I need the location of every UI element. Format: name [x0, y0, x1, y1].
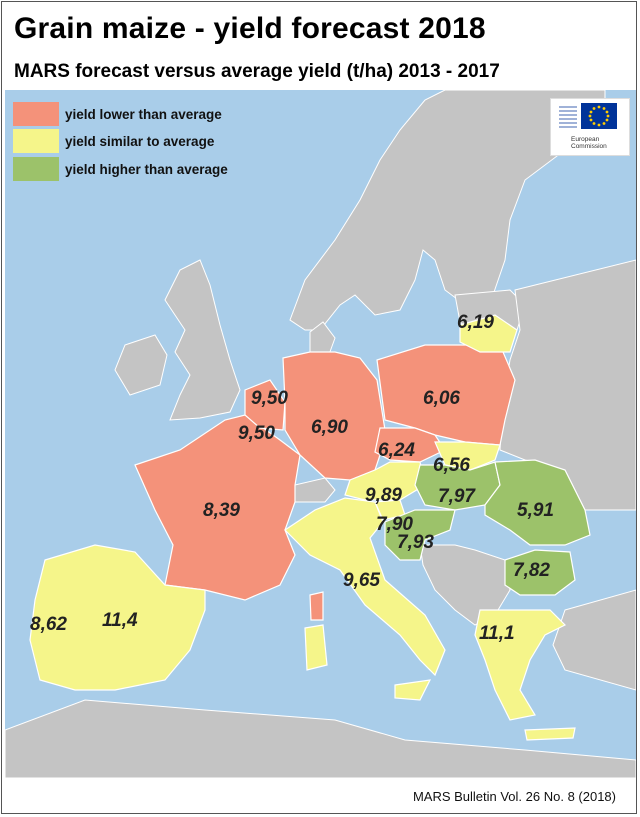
yield-spain: 11,4: [102, 610, 138, 631]
yield-belgium: 9,50: [238, 423, 275, 444]
north-africa: [5, 699, 636, 778]
turkey: [552, 589, 636, 691]
yield-slovakia: 6,56: [433, 455, 470, 476]
lithuania: [459, 314, 518, 353]
switzerland: [294, 477, 336, 503]
ireland: [114, 334, 168, 396]
yield-portugal: 8,62: [30, 614, 67, 635]
yield-greece: 11,1: [479, 623, 515, 644]
legend-item-similar: yield similar to average: [13, 129, 214, 153]
bulgaria: [504, 549, 576, 596]
romania: [484, 459, 591, 546]
europe-map: yield lower than average yield similar t…: [5, 90, 636, 778]
legend-swatch-higher: [13, 157, 59, 181]
yield-france: 8,39: [203, 500, 240, 521]
map-title: Grain maize - yield forecast 2018: [14, 12, 486, 45]
map-subtitle: MARS forecast versus average yield (t/ha…: [14, 61, 500, 82]
yield-germany: 6,90: [311, 417, 348, 438]
italy: [284, 497, 446, 677]
legend-label-lower: yield lower than average: [65, 106, 222, 122]
yield-croatia: 7,93: [397, 532, 434, 553]
eu-flag-icon: [559, 103, 617, 129]
yield-hungary: 7,97: [438, 486, 475, 507]
yield-czechia: 6,24: [378, 440, 415, 461]
source-footer: MARS Bulletin Vol. 26 No. 8 (2018): [412, 789, 616, 804]
ec-logo-text: European Commission: [571, 136, 607, 150]
yield-romania: 5,91: [517, 500, 554, 521]
legend-swatch-similar: [13, 129, 59, 153]
corsica: [309, 591, 324, 621]
czechia: [374, 427, 446, 463]
legend-label-higher: yield higher than average: [65, 161, 228, 177]
legend-label-similar: yield similar to average: [65, 133, 215, 149]
greece: [474, 609, 567, 721]
yield-slovenia: 7,90: [376, 514, 413, 535]
sicily: [394, 679, 432, 701]
yield-netherlands: 9,50: [251, 388, 288, 409]
yield-italy: 9,65: [343, 570, 380, 591]
legend-item-higher: yield higher than average: [13, 157, 228, 181]
iberia: [29, 544, 206, 691]
yield-poland: 6,06: [423, 388, 460, 409]
european-commission-logo: European Commission: [550, 98, 630, 156]
crete: [524, 727, 576, 741]
legend-item-lower: yield lower than average: [13, 102, 222, 126]
yield-lithuania: 6,19: [457, 312, 494, 333]
legend-swatch-lower: [13, 102, 59, 126]
yield-bulgaria: 7,82: [513, 560, 550, 581]
map-canvas: [5, 90, 636, 778]
yield-austria: 9,89: [365, 485, 402, 506]
poland: [376, 344, 516, 446]
norway-sweden-finland: [289, 90, 606, 331]
uk: [164, 259, 241, 421]
croatia: [384, 509, 456, 561]
benelux: [244, 379, 286, 431]
germany: [282, 351, 386, 481]
sardinia: [304, 624, 328, 671]
